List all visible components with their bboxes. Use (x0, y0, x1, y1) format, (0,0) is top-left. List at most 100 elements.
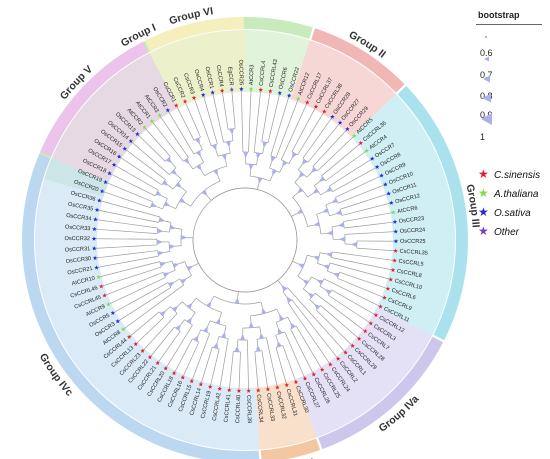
species-star-icon (106, 302, 111, 307)
branch (106, 182, 153, 203)
group-band (290, 40, 397, 138)
species-star-icon (277, 90, 283, 96)
bootstrap-marker (286, 296, 293, 303)
species-star-icon (255, 388, 261, 393)
species-star-icon (198, 382, 204, 387)
species-star-icon (275, 385, 280, 390)
branch (295, 325, 323, 370)
branch (105, 272, 164, 296)
species-name: A.thaliana (494, 189, 539, 200)
bootstrap-marker (318, 176, 326, 183)
species-star-icon (393, 248, 398, 253)
branch (261, 92, 271, 142)
species-star-icon (304, 100, 310, 105)
bootstrap-marker (171, 305, 179, 313)
branch (99, 261, 160, 278)
species-star-icon (173, 103, 179, 108)
species-star-icon (94, 265, 99, 270)
bootstrap-marker (279, 314, 285, 322)
branch (339, 271, 388, 289)
bootstrap-marker (313, 221, 321, 227)
species-star-icon (389, 200, 394, 205)
species-legend-item: ★ A.thaliana (478, 185, 538, 201)
branch (261, 350, 269, 389)
leaf-label: CsCCRL40 (235, 395, 242, 424)
species-star-icon (182, 99, 188, 104)
bootstrap-marker (150, 202, 158, 208)
branch (109, 277, 166, 305)
group-arcs (22, 16, 469, 459)
branch (119, 156, 162, 186)
bootstrap-marker (332, 272, 340, 278)
species-star-icon (374, 164, 380, 169)
group-band (351, 94, 455, 336)
branch (142, 313, 178, 351)
species-star-icon (378, 304, 383, 309)
branch (325, 150, 367, 182)
species-star-icon (311, 372, 317, 377)
species-star-icon (392, 219, 398, 224)
branch (176, 106, 195, 141)
branch (331, 289, 376, 315)
species-star-icon (92, 226, 97, 232)
bootstrap-marker (175, 324, 182, 331)
branch (229, 351, 234, 390)
species-star-icon (368, 321, 374, 326)
branch (221, 91, 229, 130)
species-star-icon (163, 366, 168, 371)
species-star-icon (284, 382, 290, 388)
branch (185, 102, 201, 138)
bootstrap-marker (312, 255, 320, 261)
species-star-icon (265, 386, 271, 392)
bootstrap-marker (272, 168, 278, 176)
species-star-icon (293, 379, 299, 385)
species-star-icon (200, 92, 206, 97)
bootstrap-marker (277, 327, 283, 335)
leaf-label: AtCCR3 (249, 65, 256, 86)
leaf-label: OsCCR6 (278, 67, 289, 90)
species-star-icon (330, 114, 335, 119)
bootstrap-marker (202, 326, 208, 333)
leaf-label: OsCCR4 (193, 69, 205, 92)
bootstrap-row: 0.8 (480, 73, 502, 101)
bootstrap-marker (157, 250, 165, 256)
leaf-label: OsCCR32 (64, 236, 90, 242)
species-star-icon (191, 95, 197, 100)
branch (344, 221, 394, 229)
bootstrap-marker (297, 263, 305, 269)
bootstrap-marker (248, 163, 254, 171)
bootstrap-marker (277, 340, 282, 348)
bootstrap-marker (183, 157, 190, 165)
bootstrap-marker (321, 207, 329, 213)
species-star-icon (210, 90, 215, 95)
bootstrap-marker (167, 281, 175, 288)
branch (290, 328, 314, 374)
star-icon: ★ (478, 186, 489, 200)
bootstrap-value: 0.7 (480, 70, 493, 80)
group-arc (144, 17, 244, 52)
species-star-icon (128, 138, 134, 144)
leaf-label: OsCCR21 (67, 266, 93, 277)
bootstrap-marker (195, 163, 202, 171)
bootstrap-marker (326, 230, 334, 236)
branch (332, 167, 377, 192)
branch (194, 98, 212, 146)
bootstrap-marker (324, 289, 332, 295)
species-star-icon (133, 341, 138, 347)
branch (123, 284, 184, 330)
branch (247, 339, 249, 390)
leaf-label: CsCCRL5 (398, 259, 424, 268)
leaf-label: OsCCR24 (400, 227, 426, 234)
branch (317, 136, 354, 172)
branch (312, 129, 348, 167)
species-star-icon (229, 87, 235, 92)
bootstrap-marker (291, 151, 298, 159)
group-arc (318, 336, 444, 450)
bootstrap-marker (271, 155, 276, 163)
species-star-icon (217, 386, 222, 391)
group-arc (311, 28, 405, 93)
species-star-icon (91, 246, 97, 251)
group-band (51, 52, 178, 183)
bootstrap-marker (186, 265, 194, 272)
